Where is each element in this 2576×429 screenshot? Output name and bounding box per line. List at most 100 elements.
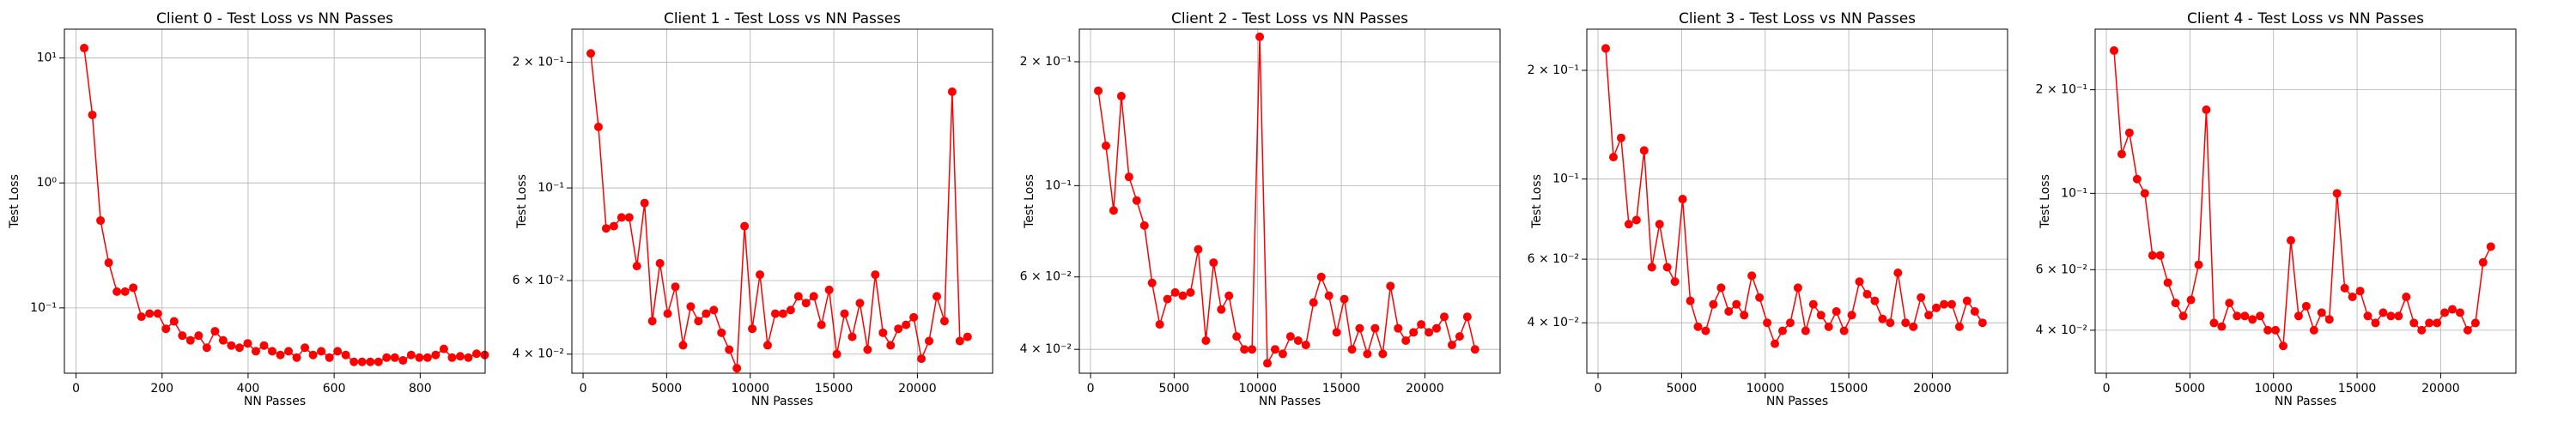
- loss-point: [1447, 341, 1456, 350]
- loss-point: [185, 335, 195, 345]
- x-tick-label: 15000: [2338, 382, 2377, 396]
- loss-point: [2286, 236, 2295, 245]
- loss-point: [832, 349, 841, 359]
- loss-point: [2117, 149, 2126, 159]
- loss-point: [1862, 289, 1872, 299]
- loss-point: [292, 353, 301, 362]
- loss-point: [431, 350, 440, 360]
- x-tick-label: 400: [237, 382, 260, 396]
- loss-point: [817, 320, 826, 329]
- loss-point: [702, 309, 711, 318]
- loss-point: [2132, 174, 2142, 184]
- loss-point: [932, 292, 941, 301]
- loss-point: [1340, 294, 1349, 304]
- loss-point: [194, 331, 204, 341]
- loss-point: [2194, 260, 2203, 269]
- x-tick-label: 10000: [1238, 382, 1277, 396]
- loss-point: [863, 345, 872, 354]
- loss-point: [357, 357, 367, 366]
- loss-point: [415, 353, 424, 362]
- loss-point: [1178, 291, 1188, 300]
- loss-point: [251, 347, 260, 356]
- y-tick-label: 10⁻¹: [30, 301, 57, 315]
- x-tick-label: 5000: [1667, 382, 1698, 396]
- loss-point: [227, 341, 236, 350]
- loss-point: [1678, 195, 1687, 204]
- loss-point: [112, 287, 122, 296]
- loss-point: [317, 347, 326, 356]
- x-tick-label: 20000: [898, 382, 937, 396]
- loss-point: [740, 221, 750, 231]
- x-tick-label: 20000: [2421, 382, 2460, 396]
- x-axis-label: NN Passes: [751, 395, 813, 408]
- loss-point: [1293, 336, 1303, 346]
- loss-point: [1109, 206, 1118, 215]
- loss-point: [2301, 301, 2311, 311]
- loss-point: [1771, 339, 1780, 348]
- loss-point: [955, 336, 964, 346]
- loss-point: [632, 262, 641, 271]
- loss-point: [694, 317, 703, 326]
- loss-point: [1139, 221, 1149, 230]
- loss-point: [1186, 287, 1195, 297]
- loss-point: [2317, 308, 2326, 317]
- loss-point: [1832, 306, 1841, 316]
- y-tick-label: 2 × 10⁻¹: [1528, 63, 1579, 77]
- loss-point: [422, 353, 432, 362]
- loss-point: [1763, 318, 1772, 328]
- loss-point: [2140, 189, 2149, 198]
- loss-point: [2433, 318, 2442, 328]
- loss-point: [1232, 332, 1242, 341]
- loss-point: [1301, 341, 1310, 350]
- loss-point: [2355, 287, 2365, 296]
- loss-point: [1724, 306, 1734, 316]
- loss-point: [169, 317, 179, 326]
- loss-point: [202, 343, 211, 353]
- loss-point: [1455, 332, 1464, 341]
- loss-point: [1217, 305, 1226, 314]
- loss-point: [2202, 105, 2211, 114]
- loss-point: [210, 327, 220, 336]
- loss-point: [1878, 314, 1887, 323]
- loss-point: [439, 344, 448, 353]
- loss-point: [308, 350, 318, 360]
- x-axis-label: NN Passes: [1259, 395, 1321, 408]
- loss-line: [2113, 50, 2492, 349]
- x-tick-label: 0: [1595, 382, 1602, 396]
- loss-point: [2240, 311, 2250, 321]
- loss-point: [1785, 318, 1795, 328]
- loss-point: [840, 309, 849, 318]
- loss-point: [455, 352, 465, 361]
- loss-point: [1616, 133, 1625, 142]
- loss-point: [1116, 92, 1126, 101]
- loss-point: [801, 299, 811, 308]
- loss-point: [1670, 277, 1680, 287]
- axes-frame: [2094, 28, 2517, 374]
- axes-frame: [64, 28, 486, 374]
- x-axis-label: NN Passes: [2275, 395, 2336, 408]
- loss-point: [96, 216, 106, 226]
- loss-point: [2171, 299, 2180, 308]
- loss-point: [2478, 257, 2488, 267]
- loss-point: [276, 350, 285, 360]
- loss-point: [756, 270, 765, 280]
- loss-point: [2225, 299, 2234, 308]
- loss-point: [1425, 328, 1434, 337]
- loss-point: [1270, 345, 1279, 354]
- loss-point: [1701, 326, 1710, 335]
- y-tick-label: 10¹: [37, 51, 57, 65]
- loss-point: [2379, 308, 2388, 317]
- loss-point: [1324, 291, 1334, 300]
- y-axis-label: Test Loss: [8, 174, 21, 229]
- loss-point: [104, 258, 113, 268]
- x-axis-label: NN Passes: [244, 395, 306, 408]
- loss-point: [1409, 328, 1419, 337]
- loss-point: [1194, 245, 1203, 254]
- loss-point: [2233, 311, 2242, 321]
- loss-point: [1793, 283, 1802, 293]
- y-tick-label: 2 × 10⁻¹: [1020, 55, 1072, 69]
- axes-frame: [571, 28, 993, 374]
- x-tick-label: 800: [409, 382, 432, 396]
- loss-point: [593, 122, 603, 131]
